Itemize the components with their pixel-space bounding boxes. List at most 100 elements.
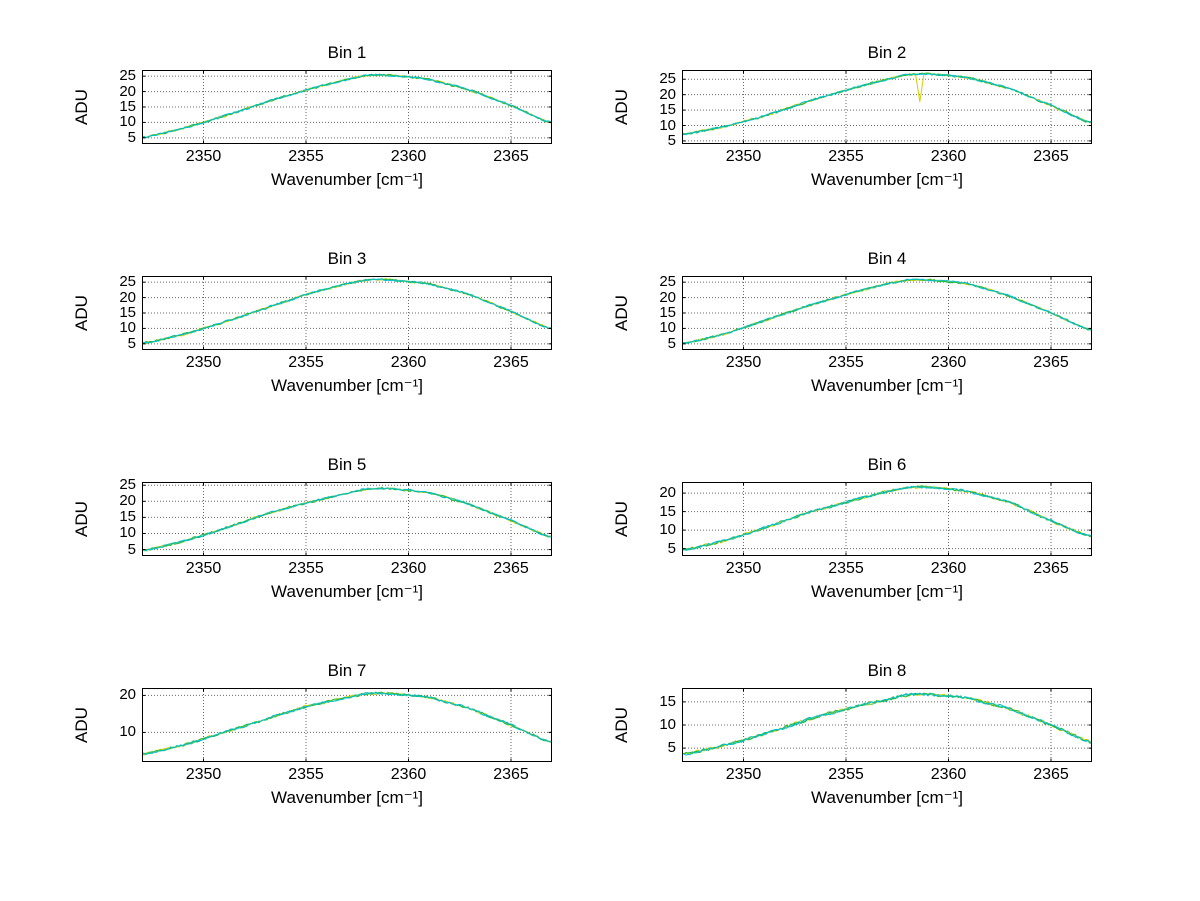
chart-title: Bin 4: [867, 249, 907, 268]
x-axis-label: Wavenumber [cm⁻¹]: [271, 788, 423, 807]
x-tick-label: 2350: [725, 148, 762, 165]
spectrum-trace: [682, 278, 1092, 345]
plot-row: ADU 5 10 15 20 25: [610, 70, 1092, 148]
x-tick-labels: 2350 2355 2360 2365: [142, 556, 552, 580]
y-tick-labels: 5 10 15 20: [634, 482, 682, 557]
plot-area: [682, 688, 1092, 762]
y-tick-label: 5: [667, 739, 676, 757]
y-tick-label: 25: [119, 476, 136, 494]
x-tick-label: 2350: [185, 354, 222, 371]
x-axis-label: Wavenumber [cm⁻¹]: [811, 170, 963, 189]
subplot-bin-8: Bin 8 ADU 5 10 15 2350 2355 2360 2365 Wavenum…: [610, 658, 1092, 828]
x-tick-label: 2360: [390, 560, 427, 577]
axis-frame: [142, 276, 552, 350]
spectrum-trace: [142, 73, 552, 139]
x-tick-label: 2350: [185, 148, 222, 165]
plot-area-wrap: [142, 70, 552, 144]
y-axis-label: ADU: [612, 89, 631, 125]
y-tick-label: 20: [119, 492, 136, 510]
plot-row: ADU 5 10 15 20 25: [70, 477, 552, 557]
y-tick-label: 15: [119, 98, 136, 115]
plot-area-wrap: [682, 482, 1092, 556]
x-axis-label: Wavenumber [cm⁻¹]: [271, 170, 423, 189]
y-tick-label: 10: [119, 113, 136, 131]
chart-title: Bin 7: [327, 661, 367, 680]
spectrum-trace: [682, 278, 1092, 344]
x-tick-label: 2355: [288, 354, 324, 371]
plot-row: ADU 10 20: [70, 686, 552, 762]
y-tick-label: 20: [659, 288, 676, 306]
subplot-bin-3: Bin 3 ADU 5 10 15 20 25 2350 2355 2360 2365 Wav…: [70, 246, 552, 416]
x-tick-label: 2355: [828, 354, 864, 371]
y-tick-label: 25: [659, 70, 676, 88]
x-tick-label: 2350: [185, 766, 222, 783]
y-tick-label: 10: [659, 716, 676, 733]
chart-title: Bin 1: [327, 43, 367, 62]
y-tick-label: 15: [119, 304, 136, 321]
plot-area-wrap: [142, 688, 552, 762]
y-tick-label: 20: [659, 85, 676, 103]
x-tick-labels: 2350 2355 2360 2365: [142, 144, 552, 168]
subplot-bin-6: Bin 6 ADU 5 10 15 20 2350 2355 2360 2365 Waven…: [610, 452, 1092, 622]
y-tick-label: 5: [127, 334, 136, 352]
y-tick-label: 20: [659, 484, 676, 502]
x-tick-label: 2355: [288, 766, 324, 783]
x-tick-labels: 2350 2355 2360 2365: [682, 762, 1092, 786]
plot-row: ADU 5 10 15 20 25: [70, 274, 552, 352]
x-tick-label: 2360: [930, 148, 967, 165]
y-tick-label: 25: [659, 273, 676, 291]
plot-area-wrap: [682, 276, 1092, 350]
y-tick-label: 15: [659, 502, 676, 520]
axis-frame: [142, 482, 552, 556]
spectrum-trace: [682, 692, 1092, 755]
spectrum-trace: [682, 692, 1092, 756]
plot-area: [682, 482, 1092, 556]
axis-frame: [142, 688, 552, 762]
plot-area: [142, 276, 552, 350]
y-tick-labels: 5 10 15: [634, 688, 682, 762]
plot-area-wrap: [142, 276, 552, 350]
axis-frame: [142, 70, 552, 144]
y-tick-label: 20: [119, 288, 136, 306]
x-axis-label: Wavenumber [cm⁻¹]: [811, 582, 963, 601]
y-tick-label: 5: [667, 539, 676, 557]
axis-frame: [682, 688, 1092, 762]
x-tick-label: 2350: [725, 560, 762, 577]
y-tick-labels: 5 10 15 20 25: [94, 67, 142, 146]
y-tick-label: 10: [119, 723, 136, 741]
axis-frame: [682, 70, 1092, 144]
y-tick-label: 15: [659, 692, 676, 710]
plot-area-wrap: [682, 688, 1092, 762]
x-axis-label: Wavenumber [cm⁻¹]: [811, 788, 963, 807]
spectrum-trace: [142, 487, 552, 552]
x-tick-label: 2360: [390, 148, 427, 165]
plot-row: ADU 5 10 15 20 25: [70, 67, 552, 146]
y-tick-label: 5: [127, 128, 136, 146]
y-tick-label: 15: [659, 304, 676, 321]
plot-area: [682, 70, 1092, 144]
subplot-grid: Bin 1 ADU 5 10 15 20 25 2350 2355 2360 2365 Wav…: [70, 40, 1092, 828]
y-tick-label: 20: [119, 686, 136, 704]
x-tick-label: 2360: [930, 560, 967, 577]
plot-row: ADU 5 10 15 20: [610, 482, 1092, 556]
axis-frame: [682, 276, 1092, 350]
subplot-bin-1: Bin 1 ADU 5 10 15 20 25 2350 2355 2360 2365 Wav…: [70, 40, 552, 210]
x-tick-label: 2350: [185, 560, 222, 577]
plot-area-wrap: [682, 70, 1092, 144]
spectrum-trace: [682, 72, 1092, 136]
y-tick-labels: 5 10 15 20 25: [634, 273, 682, 352]
plot-area: [142, 70, 552, 144]
x-tick-label: 2365: [1033, 354, 1069, 371]
spectrum-trace: [142, 691, 552, 755]
chart-title: Bin 3: [327, 249, 367, 268]
x-tick-label: 2360: [930, 354, 967, 371]
y-tick-label: 25: [119, 67, 136, 85]
x-tick-label: 2360: [390, 354, 427, 371]
x-tick-labels: 2350 2355 2360 2365: [682, 144, 1092, 168]
y-tick-labels: 10 20: [94, 686, 142, 762]
x-tick-label: 2365: [493, 766, 529, 783]
x-tick-labels: 2350 2355 2360 2365: [682, 556, 1092, 580]
x-axis-label: Wavenumber [cm⁻¹]: [271, 582, 423, 601]
x-tick-label: 2360: [390, 766, 427, 783]
plot-area: [142, 688, 552, 762]
